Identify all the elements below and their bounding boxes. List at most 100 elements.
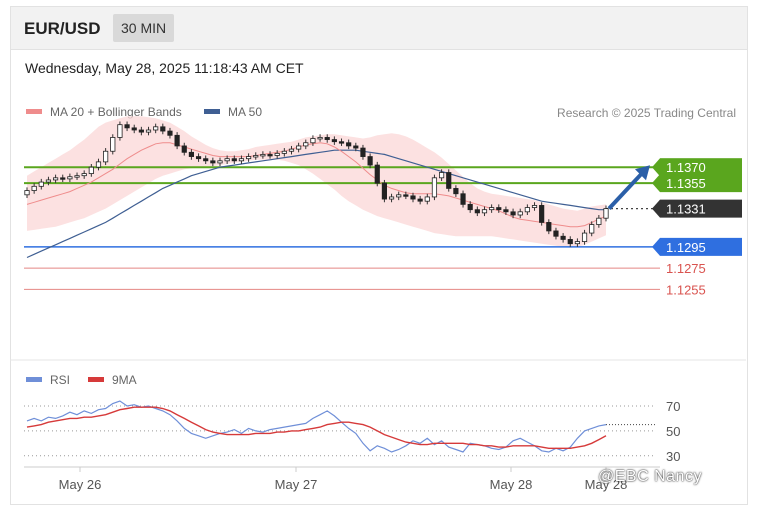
level-tag-1-1355 <box>660 174 742 193</box>
rsi-tick-50: 50 <box>666 424 680 439</box>
x-axis-ticks: May 26 May 27 May 28 May 28 <box>59 467 628 492</box>
timeframe-button[interactable]: 30 MIN <box>113 14 175 42</box>
candle <box>567 236 573 247</box>
level-lines <box>24 166 660 290</box>
level-label-1-1275: 1.1275 <box>666 261 706 276</box>
level-label-1-1370: 1.1370 <box>666 160 706 175</box>
rsi-line <box>26 400 607 453</box>
x-tick-label: May 27 <box>275 477 318 492</box>
candle <box>581 229 588 245</box>
x-tick-label: May 26 <box>59 477 102 492</box>
candle <box>195 153 202 162</box>
legend-swatch-ma20 <box>26 109 42 114</box>
candle <box>467 201 473 213</box>
candle <box>181 142 187 156</box>
candle <box>539 202 545 226</box>
candle <box>553 227 559 240</box>
candle <box>531 202 538 211</box>
candle <box>431 174 438 201</box>
level-tag-pointer <box>652 237 660 256</box>
candle <box>81 170 87 179</box>
candle <box>38 178 44 190</box>
legend-rsi: RSI <box>50 373 70 387</box>
candle <box>138 126 144 136</box>
timestamp: Wednesday, May 28, 2025 11:18:43 AM CET <box>25 60 304 76</box>
legend-9ma: 9MA <box>112 373 137 387</box>
candle <box>296 142 302 153</box>
candle <box>546 219 552 235</box>
candle <box>446 169 452 192</box>
candle <box>110 134 116 155</box>
rsi-legend: RSI 9MA <box>26 373 137 387</box>
candle <box>281 148 287 157</box>
candle <box>24 187 30 198</box>
level-tag-1-1370 <box>660 158 742 177</box>
rsi-tick-30: 30 <box>666 449 680 464</box>
candle <box>360 144 366 160</box>
level-label-1-1255: 1.1255 <box>666 282 706 297</box>
legend-swatch-9ma <box>88 377 104 382</box>
level-tag-1-1295 <box>660 237 742 256</box>
candle <box>103 148 109 166</box>
candle <box>453 185 459 197</box>
forecast-arrow <box>607 165 650 210</box>
candle <box>374 161 380 187</box>
candle <box>524 204 530 215</box>
level-tag-pointer <box>652 158 660 177</box>
candle <box>503 206 509 215</box>
level-label-1-1355: 1.1355 <box>666 176 706 191</box>
x-tick-label: May 28 <box>490 477 533 492</box>
level-tag-pointer <box>652 174 660 193</box>
candle <box>145 126 152 136</box>
candle <box>574 238 580 247</box>
candle <box>160 123 166 135</box>
candle <box>324 134 330 143</box>
forecast-arrow-shaft <box>607 170 645 210</box>
ma50-line <box>26 149 606 259</box>
candle <box>31 183 37 194</box>
candle <box>417 195 423 205</box>
candle <box>224 155 230 164</box>
candle <box>317 134 323 142</box>
candle <box>95 158 102 171</box>
candle <box>310 135 316 146</box>
candle <box>367 153 373 169</box>
candle <box>403 191 409 200</box>
candle <box>74 172 80 180</box>
rsi-ma9-line <box>26 406 607 449</box>
credit-text: Research © 2025 Trading Central <box>557 106 736 120</box>
candle <box>439 169 445 181</box>
candle <box>267 151 273 159</box>
candle <box>131 124 137 134</box>
x-tick-label: May 28 <box>585 477 628 492</box>
candle <box>424 193 430 205</box>
candle <box>388 193 395 203</box>
watermark: @EBC Nancy <box>598 468 702 485</box>
candle <box>381 179 387 203</box>
candle <box>246 153 252 162</box>
candle <box>460 190 466 208</box>
main-legend: MA 20 + Bollinger Bands MA 50 <box>26 105 262 119</box>
candle <box>60 174 66 183</box>
candle <box>231 155 237 164</box>
candle <box>396 191 402 201</box>
candle <box>517 208 523 219</box>
candle <box>45 176 52 186</box>
level-tag-1-1331 <box>660 199 742 218</box>
chart-card: EUR/USD 30 MIN Wednesday, May 28, 2025 1… <box>10 6 748 505</box>
candle <box>481 206 488 217</box>
candle <box>560 233 566 243</box>
candle <box>210 157 216 167</box>
candle <box>238 155 245 164</box>
candle <box>117 121 123 141</box>
candle <box>274 150 280 159</box>
candle <box>474 206 480 217</box>
candle <box>589 221 595 237</box>
bollinger-area <box>27 116 606 248</box>
candle <box>217 157 223 167</box>
level-label-1-1295: 1.1295 <box>666 240 706 255</box>
rsi-tick-70: 70 <box>666 399 680 414</box>
candle <box>53 174 59 184</box>
